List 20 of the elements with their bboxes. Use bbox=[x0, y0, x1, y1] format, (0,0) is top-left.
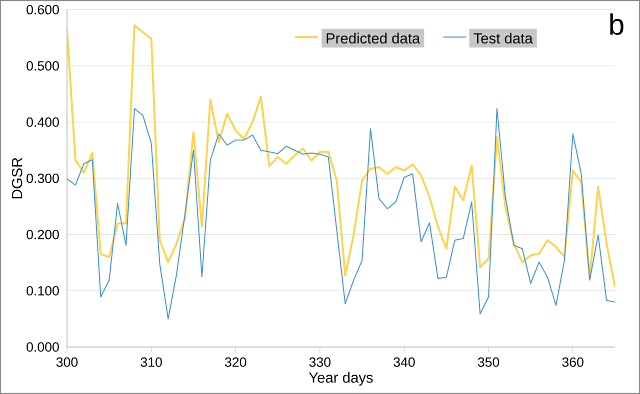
legend-label: Predicted data bbox=[326, 32, 420, 44]
x-axis-title: Year days bbox=[308, 372, 373, 386]
y-tick-label: 0.000 bbox=[26, 342, 59, 352]
line-series bbox=[67, 108, 615, 320]
y-tick-label: 0.200 bbox=[26, 230, 59, 240]
y-tick-label: 0.600 bbox=[26, 4, 59, 14]
x-tick-label: 320 bbox=[224, 357, 246, 367]
x-tick-label: 340 bbox=[394, 357, 415, 367]
legend-label: Test data bbox=[474, 32, 533, 44]
y-tick-label: 0.400 bbox=[26, 117, 59, 127]
x-tick-label: 310 bbox=[140, 357, 162, 367]
x-tick-label: 360 bbox=[562, 357, 584, 367]
y-tick-label: 0.100 bbox=[26, 286, 59, 296]
y-tick-label: 0.300 bbox=[26, 174, 59, 184]
x-tick-label: 350 bbox=[478, 357, 500, 367]
annotation: b bbox=[610, 13, 624, 35]
x-tick-label: 300 bbox=[56, 357, 78, 367]
x-tick-label: 330 bbox=[309, 357, 331, 367]
y-tick-label: 0.500 bbox=[26, 61, 59, 71]
y-axis-title: DGSR bbox=[12, 158, 22, 198]
